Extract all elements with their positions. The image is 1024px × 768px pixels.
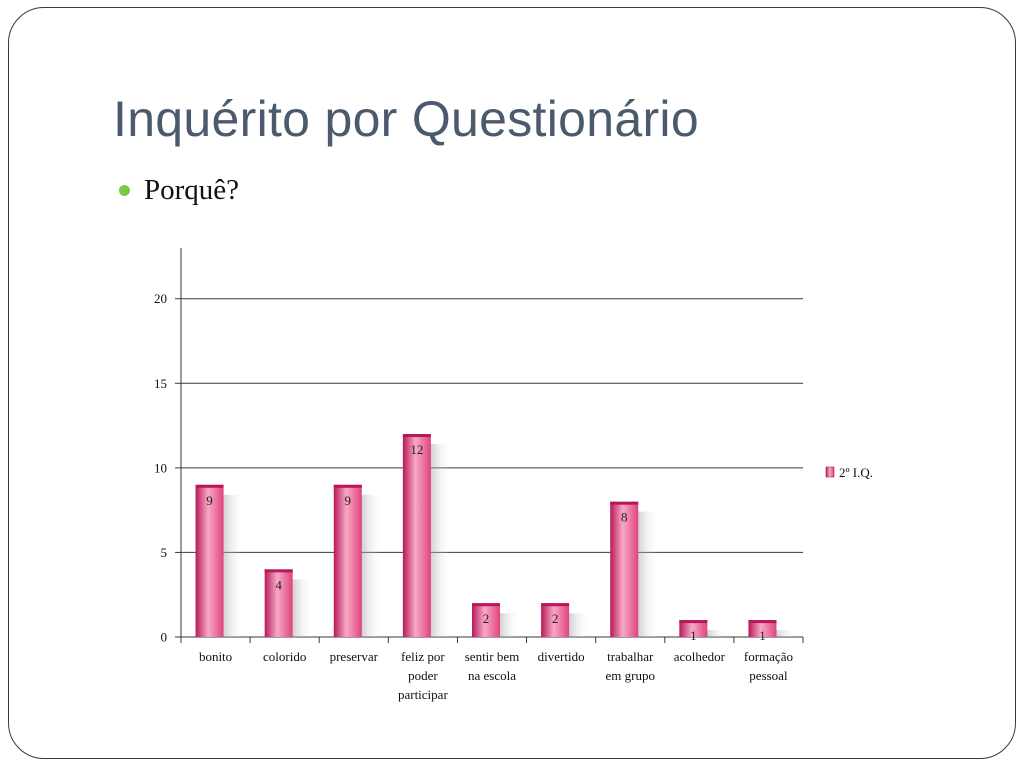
bar-cap [195, 484, 224, 488]
category-label-line: formação [744, 649, 793, 664]
category-label-line: divertido [538, 649, 585, 664]
category-label: bonito [199, 649, 232, 664]
category-label-line: em grupo [605, 668, 654, 683]
bar-cap [472, 603, 500, 607]
data-label: 9 [206, 493, 213, 508]
bar [748, 620, 777, 637]
bar [541, 603, 570, 637]
bar-shadow [774, 630, 797, 637]
legend-swatch [825, 466, 835, 478]
bar-shadow [705, 630, 728, 637]
data-label: 12 [410, 442, 423, 457]
bar-cap [333, 484, 362, 488]
category-label: preservar [330, 649, 379, 664]
data-label: 1 [690, 628, 697, 643]
category-label-line: feliz por [401, 649, 445, 664]
y-tick-label: 0 [161, 630, 168, 645]
category-label: trabalhar em grupo [605, 649, 654, 683]
bar-shadow [359, 494, 382, 637]
category-label-line: preservar [330, 649, 379, 664]
bullet-item: Porquê? [119, 174, 239, 207]
category-label-line: pessoal [749, 668, 788, 683]
data-label: 2 [483, 611, 490, 626]
category-label-line: bonito [199, 649, 232, 664]
bar-shadow [428, 444, 451, 637]
category-label-line: na escola [468, 668, 516, 683]
bar [610, 501, 639, 637]
bar-cap [748, 620, 777, 624]
bar [472, 603, 500, 637]
legend-label: 2º I.Q. [839, 465, 873, 480]
data-label: 9 [345, 493, 352, 508]
slide-title: Inquérito por Questionário [113, 91, 699, 147]
data-label: 2 [552, 611, 559, 626]
bullet-text: Porquê? [144, 174, 240, 206]
bar [333, 484, 362, 637]
data-label: 1 [759, 628, 766, 643]
category-label: sentir bem na escola [465, 649, 520, 683]
bar-shadow [567, 613, 590, 637]
category-label: formação pessoal [744, 649, 793, 683]
data-label: 8 [621, 510, 628, 525]
bar-shadow [498, 613, 520, 637]
category-label-line: participar [398, 687, 448, 702]
bar [264, 569, 293, 637]
y-tick-label: 15 [154, 376, 167, 391]
category-label: divertido [538, 649, 585, 664]
bullet-dot-icon [119, 185, 130, 196]
category-label: feliz por poder participar [398, 649, 448, 702]
category-label: acolhedor [674, 649, 726, 664]
category-label-line: trabalhar [607, 649, 654, 664]
bar-cap [610, 501, 639, 505]
y-tick-label: 5 [161, 545, 168, 560]
bar-shadow [221, 494, 244, 637]
category-label: colorido [263, 649, 306, 664]
bar-cap [264, 569, 293, 573]
bar-cap [679, 620, 708, 624]
y-tick-label: 10 [154, 460, 167, 475]
bar [679, 620, 708, 637]
data-label: 4 [275, 577, 282, 592]
bar-cap [402, 434, 431, 438]
category-label-line: colorido [263, 649, 306, 664]
bar-shadow [636, 511, 659, 637]
bar-shadow [290, 579, 313, 637]
bar [402, 434, 431, 637]
bar-cap [541, 603, 570, 607]
category-label-line: sentir bem [465, 649, 520, 664]
category-label-line: acolhedor [674, 649, 726, 664]
category-label-line: poder [408, 668, 438, 683]
y-tick-label: 20 [154, 291, 167, 306]
bar [195, 484, 224, 637]
